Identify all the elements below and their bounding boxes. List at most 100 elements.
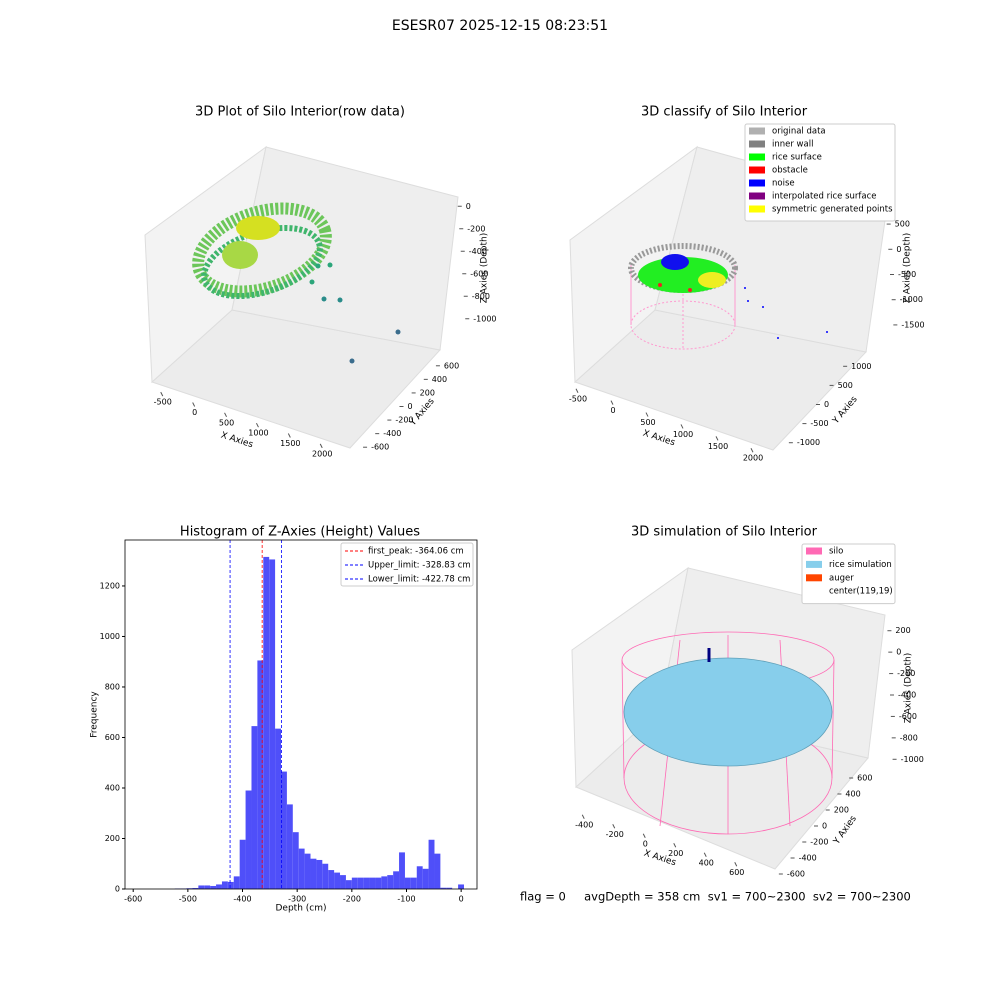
y-tick-label: 600: [857, 774, 872, 783]
x-tick-label: 400: [699, 858, 714, 867]
bar: [422, 868, 429, 889]
y-tick-label: 200: [834, 806, 849, 815]
z-tick-label: -1000: [900, 295, 923, 304]
legend-swatch: [806, 547, 822, 555]
legend-swatch: [749, 192, 765, 200]
y-tick-label: 0: [824, 400, 829, 409]
z-tick-label: -400: [898, 691, 916, 700]
y-tick-label: 1000: [100, 632, 120, 641]
y-tick-label: 0: [115, 885, 120, 894]
bar: [434, 853, 441, 889]
tick-mark: [673, 843, 677, 848]
bar: [292, 832, 299, 889]
tick-mark: [750, 448, 754, 453]
z-axis-label: Z Axies (Depth): [903, 233, 913, 304]
x-tick-label: 1000: [248, 429, 268, 438]
figure-title: ESESR07 2025-12-15 08:23:51: [392, 18, 608, 34]
bar: [251, 726, 258, 889]
legend-label: symmetric generated points: [772, 205, 893, 215]
x-tick-label: 0: [643, 839, 648, 848]
y-tick-label: 0: [408, 402, 413, 411]
x-tick-label: -300: [288, 895, 306, 904]
bar: [404, 877, 411, 889]
legend-label: Upper_limit: -328.83 cm: [368, 561, 471, 571]
tick-mark: [287, 433, 291, 438]
z-tick-label: -500: [898, 270, 916, 279]
y-tick-label: -600: [787, 870, 805, 879]
bar: [245, 790, 252, 889]
bar: [357, 877, 364, 889]
legend-box: [340, 542, 474, 587]
z-tick-label: 0: [896, 648, 901, 657]
z-tick-label: -800: [900, 733, 918, 742]
legend-label: original data: [772, 127, 826, 137]
bar: [227, 881, 234, 889]
bar: [375, 877, 382, 889]
x-tick-label: 1000: [673, 430, 693, 439]
z-tick-label: -800: [472, 292, 490, 301]
legend-label: first_peak: -364.06 cm: [368, 547, 464, 557]
tick-mark: [645, 412, 649, 417]
z-tick-label: -600: [899, 712, 917, 721]
tick-mark: [319, 443, 323, 449]
x-tick-label: 0: [610, 406, 615, 415]
x-tick-label: -500: [154, 398, 172, 407]
bar: [257, 660, 264, 889]
bar: [340, 875, 346, 889]
y-tick-label: -600: [371, 443, 389, 452]
tick-mark: [575, 388, 579, 393]
z-tick-label: -1500: [901, 320, 924, 329]
bar: [221, 881, 228, 889]
x-tick-label: 0: [192, 408, 197, 417]
legend-swatch: [749, 127, 765, 135]
legend-label: obstacle: [772, 166, 808, 176]
tick-mark: [192, 402, 196, 407]
legend-label: interpolated rice surface: [772, 192, 877, 202]
legend-swatch: [749, 179, 765, 187]
chart-title: Histogram of Z-Axies (Height) Values: [180, 525, 420, 540]
x-tick-label: -100: [397, 895, 415, 904]
y-tick-label: -200: [810, 838, 828, 847]
status-text: flag = 0 avgDepth = 358 cm sv1 = 700~230…: [520, 890, 911, 904]
tick-mark: [610, 400, 614, 405]
z-tick-label: -400: [469, 247, 487, 256]
x-tick-label: -400: [233, 895, 251, 904]
z-axis-label: Z Axies (Depth): [480, 233, 490, 304]
y-tick-label: 600: [105, 733, 120, 742]
bar: [458, 884, 464, 889]
bar: [280, 771, 287, 889]
bar: [381, 876, 388, 889]
bar: [393, 871, 400, 889]
classified-cloud: [628, 243, 828, 350]
x-axis-label: X Axies: [641, 429, 676, 449]
bar: [310, 858, 317, 889]
bar: [210, 885, 217, 889]
legend-label: rice simulation: [829, 560, 892, 570]
z-tick-label: -1000: [901, 755, 924, 764]
bar: [198, 885, 205, 889]
tick-mark: [734, 862, 738, 867]
chart-title: 3D Plot of Silo Interior(row data): [195, 105, 405, 120]
y-tick-label: -500: [810, 419, 828, 428]
bar: [275, 728, 281, 889]
y-tick-label: 200: [105, 834, 120, 843]
bar: [410, 877, 417, 889]
bar: [387, 875, 394, 889]
y-tick-label: 500: [838, 381, 853, 390]
tick-mark: [256, 422, 259, 428]
bar: [269, 559, 276, 889]
y-tick-label: -400: [799, 854, 817, 863]
bar: [446, 887, 453, 889]
bar: [316, 859, 323, 889]
x-tick-label: 200: [668, 849, 683, 858]
x-tick-label: 500: [640, 418, 655, 427]
legend-label: silo: [829, 547, 843, 557]
x-tick-label: -400: [575, 820, 593, 829]
tick-mark: [224, 412, 227, 418]
x-tick-label: -600: [124, 895, 142, 904]
bar: [363, 877, 370, 889]
x-tick-label: 1500: [708, 442, 728, 451]
x-tick-label: 2000: [312, 449, 332, 458]
z-tick-label: -200: [467, 224, 485, 233]
